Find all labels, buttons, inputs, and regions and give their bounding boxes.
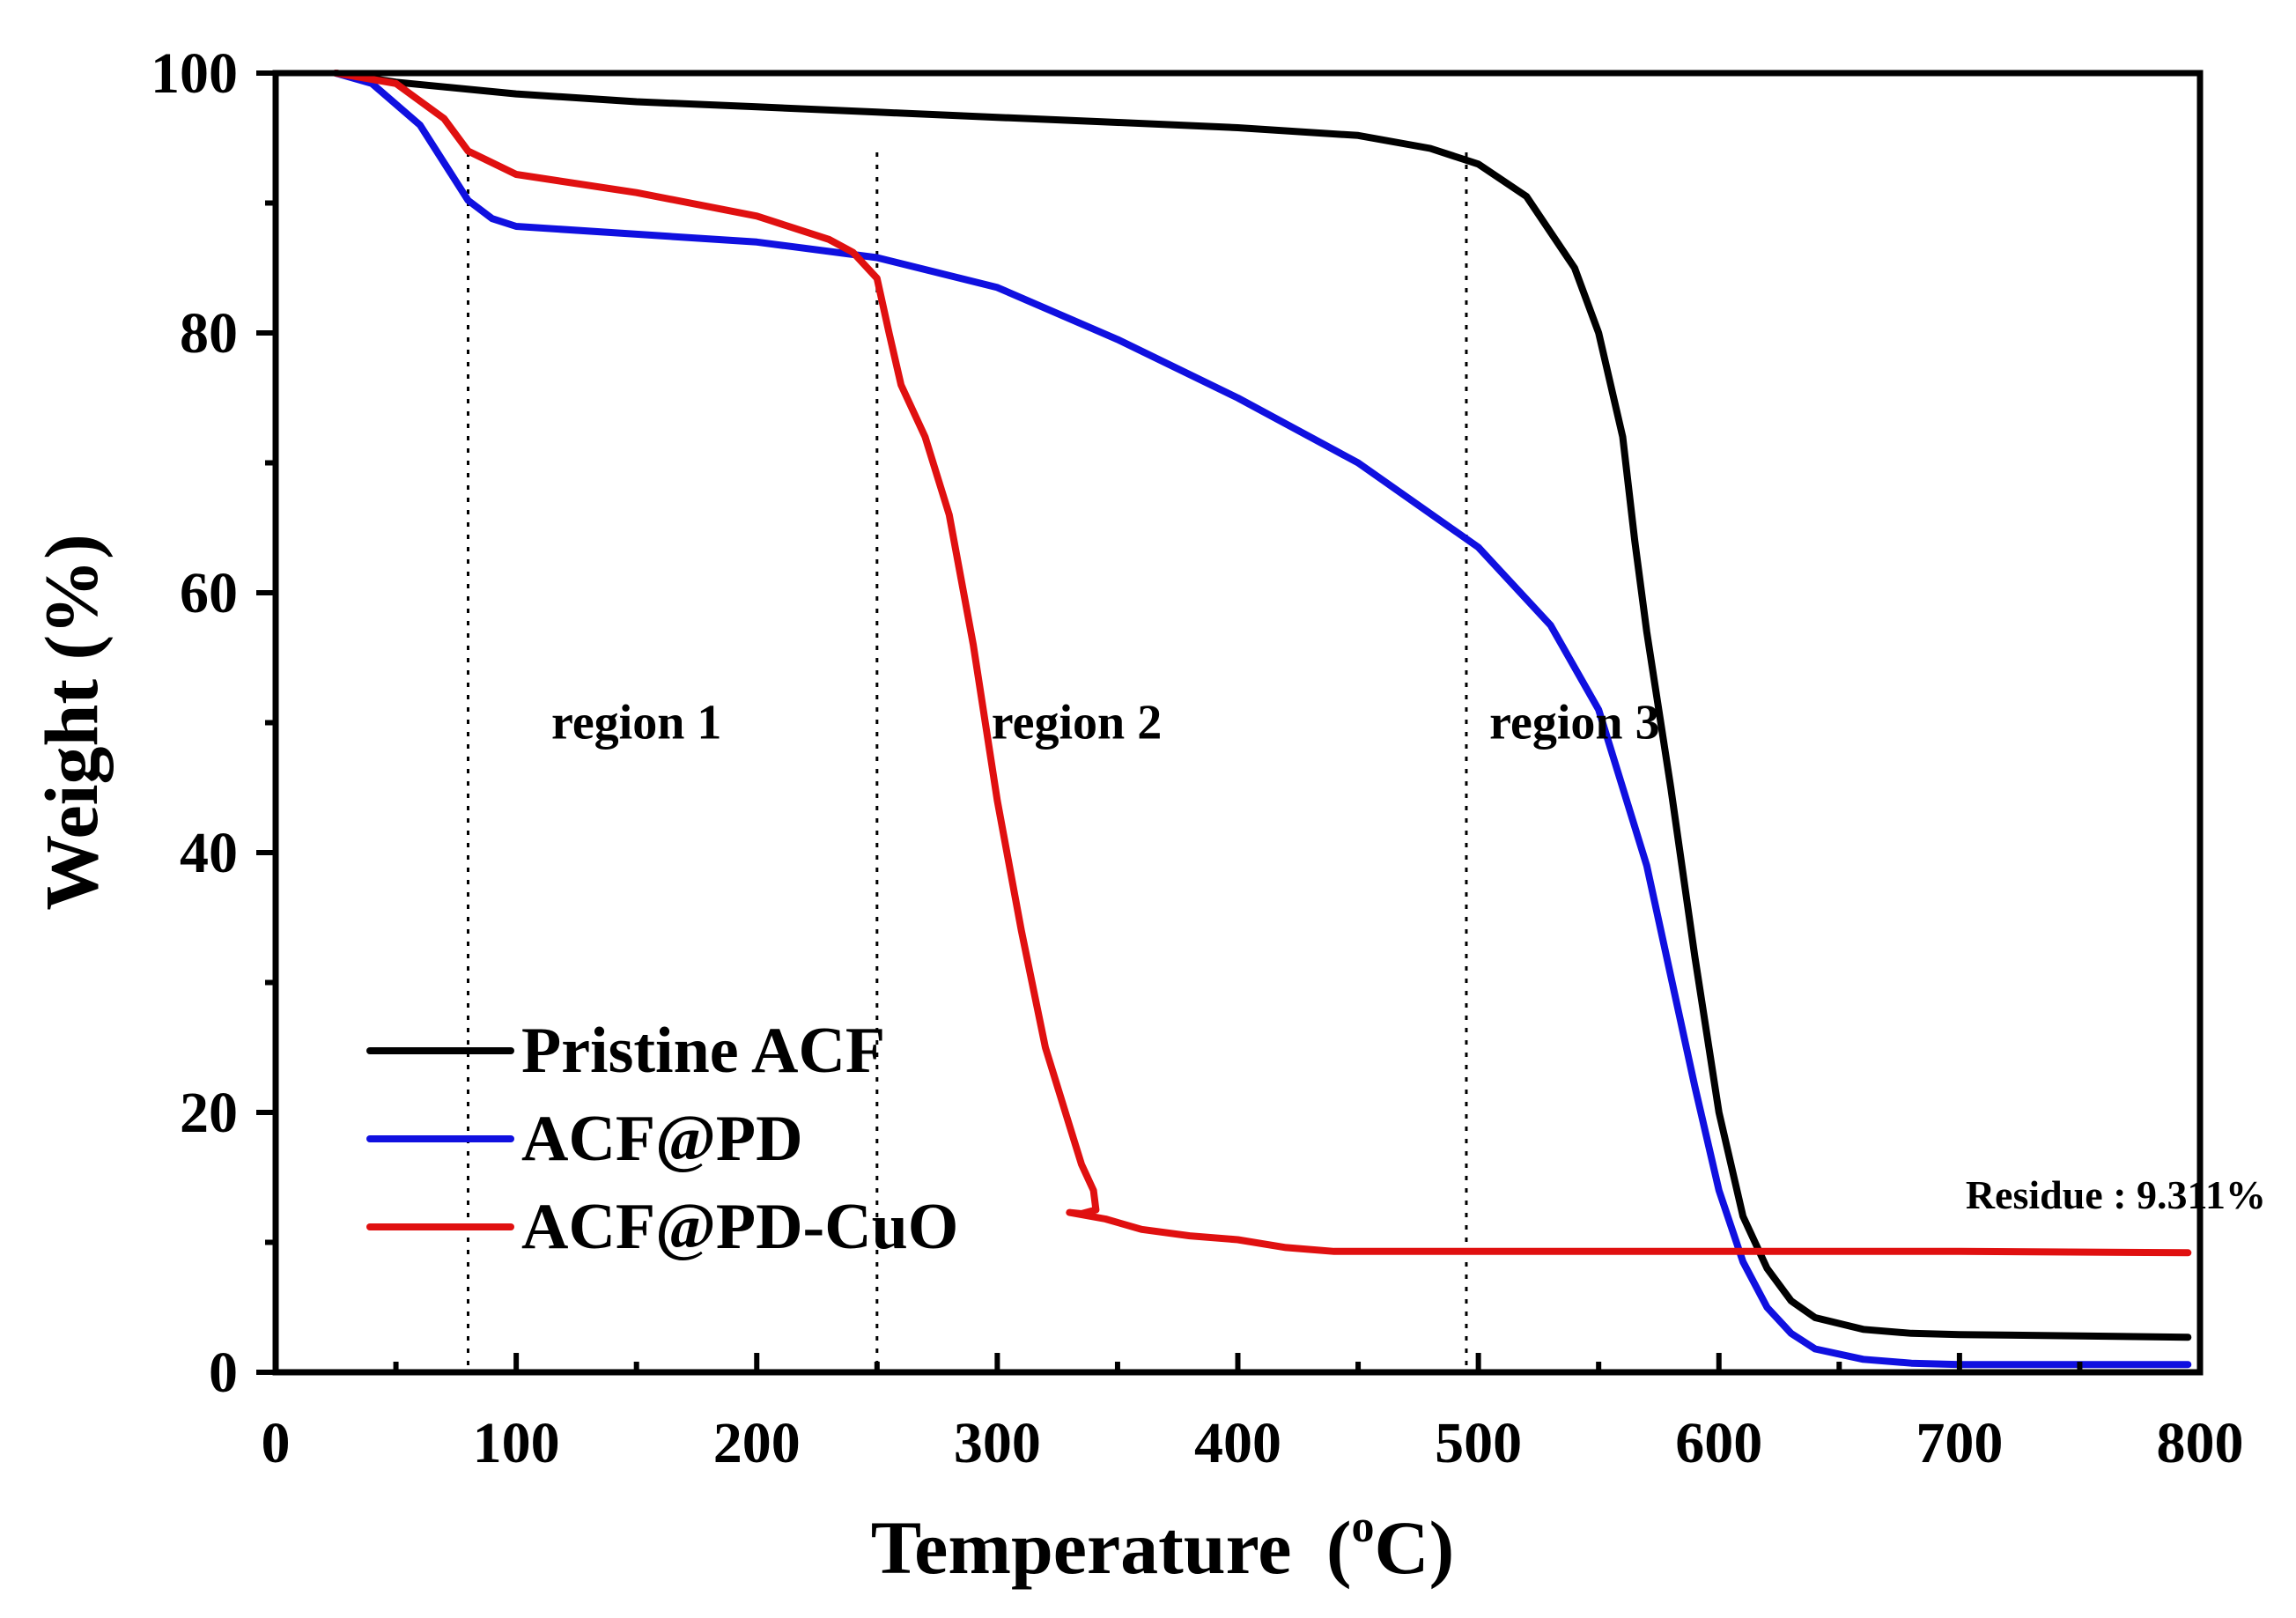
y-tick-label-20: 20	[180, 1081, 238, 1145]
y-tick-label-40: 40	[180, 821, 238, 885]
x-tick-label-800: 800	[2157, 1411, 2244, 1475]
legend-label-pristine-acf: Pristine ACF	[521, 1015, 885, 1087]
legend: Pristine ACF ACF@PD ACF@PD-CuO	[366, 1015, 958, 1263]
chart-text: Temperature (oC) Weight (%)	[29, 534, 1454, 1590]
y-axis-title: Weight (%)	[29, 534, 114, 911]
x-axis-unit-suffix: C)	[1375, 1505, 1455, 1590]
y-tick-label-100: 100	[151, 41, 238, 106]
x-axis-title-main: Temperature	[871, 1505, 1292, 1590]
x-tick-label-0: 0	[262, 1411, 291, 1475]
y-tick-label-80: 80	[180, 301, 238, 366]
residue-annotation: Residue : 9.311%	[1966, 1172, 2266, 1217]
region-label-1: region 1	[551, 696, 721, 750]
region-labels: region 1 region 2 region 3	[551, 696, 1660, 750]
series-acf-pd	[332, 70, 2192, 1369]
series-acf-pd-cuo	[332, 70, 2192, 1257]
x-tick-label-600: 600	[1675, 1411, 1762, 1475]
y-tick-label-60: 60	[180, 561, 238, 625]
x-axis-unit-superscript: o	[1352, 1502, 1375, 1552]
x-tick-label-700: 700	[1916, 1411, 2003, 1475]
legend-label-acf-pd-cuo: ACF@PD-CuO	[521, 1191, 958, 1263]
legend-label-acf-pd: ACF@PD	[521, 1103, 803, 1175]
x-tick-label-400: 400	[1194, 1411, 1281, 1475]
x-tick-label-200: 200	[713, 1411, 801, 1475]
region-divider-lines	[467, 152, 1468, 1372]
annotations: Residue : 9.311%	[1966, 1172, 2266, 1217]
x-tick-label-500: 500	[1435, 1411, 1522, 1475]
x-axis-unit-prefix: (	[1326, 1505, 1352, 1590]
data-series	[332, 70, 2192, 1369]
y-tick-label-0: 0	[209, 1341, 238, 1405]
x-axis-title: Temperature (oC)	[871, 1502, 1455, 1590]
series-pristine-acf	[332, 70, 2192, 1341]
x-tick-label-300: 300	[954, 1411, 1041, 1475]
ticks: 0 100 200 300 400 500 600 700 800 0 20 40 60 80 100	[151, 41, 2244, 1475]
region-label-3: region 3	[1489, 696, 1659, 750]
region-label-2: region 2	[992, 696, 1162, 750]
x-tick-label-100: 100	[473, 1411, 560, 1475]
